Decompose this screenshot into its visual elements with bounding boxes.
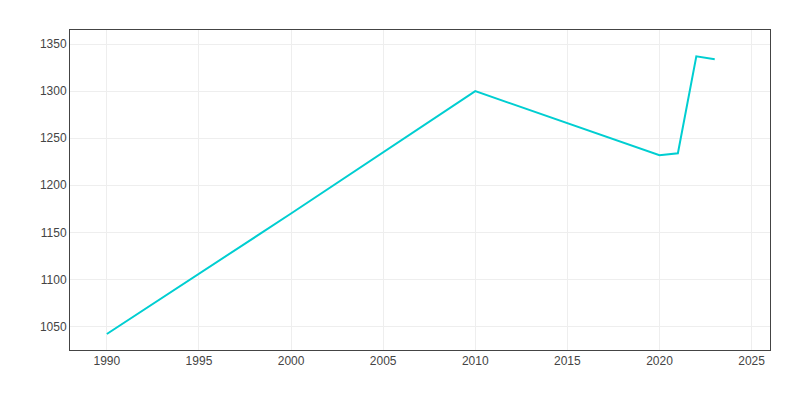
svg-text:2025: 2025	[738, 354, 765, 368]
svg-text:1995: 1995	[186, 354, 213, 368]
svg-text:1250: 1250	[40, 131, 67, 145]
svg-text:1990: 1990	[93, 354, 120, 368]
svg-text:2000: 2000	[278, 354, 305, 368]
svg-text:2020: 2020	[646, 354, 673, 368]
svg-text:1050: 1050	[40, 320, 67, 334]
svg-text:2010: 2010	[462, 354, 489, 368]
svg-text:1150: 1150	[41, 226, 67, 240]
svg-text:1300: 1300	[40, 84, 67, 98]
svg-text:1100: 1100	[41, 273, 67, 287]
svg-text:2015: 2015	[554, 354, 581, 368]
svg-text:2005: 2005	[370, 354, 397, 368]
svg-text:1200: 1200	[40, 178, 67, 192]
svg-text:1350: 1350	[40, 37, 67, 51]
